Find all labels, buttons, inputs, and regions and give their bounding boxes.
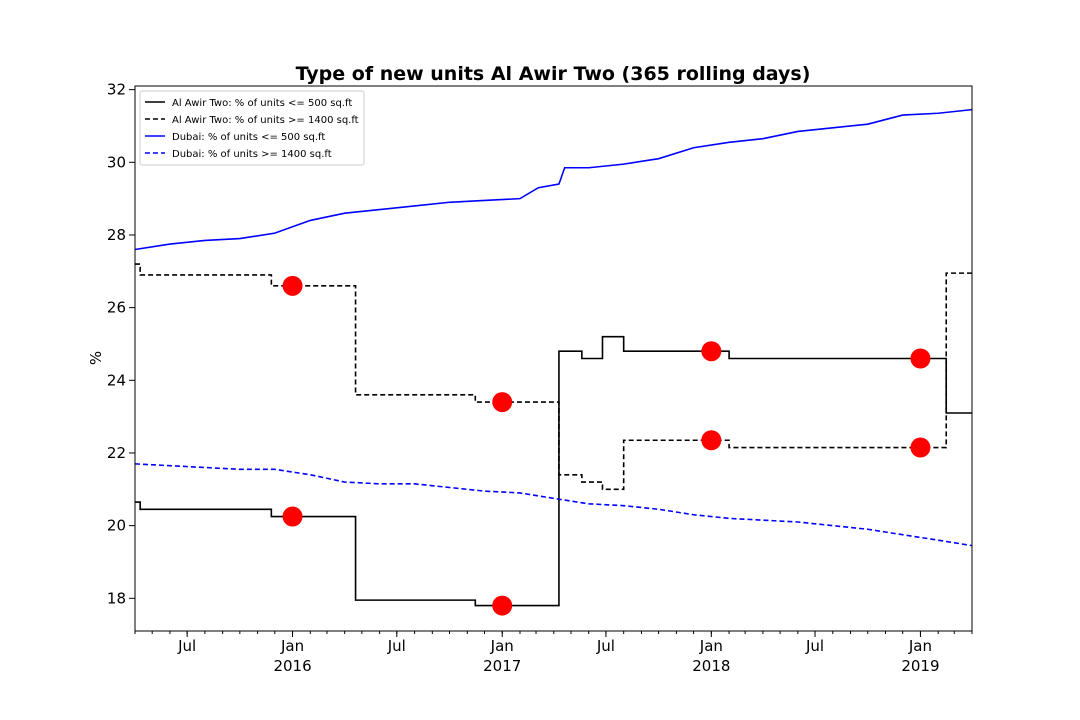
x-tick-label: Jan — [908, 637, 932, 655]
x-tick-year-label: 2016 — [273, 657, 311, 675]
x-tick-label: Jan — [699, 637, 723, 655]
y-tick-label: 30 — [107, 153, 126, 171]
x-tick-label: Jan — [490, 637, 514, 655]
highlight-marker — [492, 392, 513, 413]
highlight-marker — [282, 275, 303, 296]
highlight-marker — [282, 506, 303, 527]
series-line-1 — [135, 335, 972, 607]
y-tick-label: 28 — [107, 226, 126, 244]
highlight-marker — [701, 430, 722, 451]
legend-entry: Dubai: % of units >= 1400 sq.ft — [172, 149, 332, 160]
y-axis: 18 20 22 24 26 28 30 32 — [107, 81, 135, 607]
x-tick-label: Jul — [177, 637, 196, 655]
legend-entry: Al Awir Two: % of units <= 500 sq.ft — [172, 98, 352, 109]
x-tick-year-label: 2018 — [692, 657, 730, 675]
x-tick-label: Jul — [387, 637, 406, 655]
highlight-marker — [701, 341, 722, 362]
highlight-marker — [910, 348, 931, 369]
legend-entry: Al Awir Two: % of units >= 1400 sq.ft — [172, 115, 359, 126]
highlight-marker — [910, 437, 931, 458]
plot-series — [134, 108, 973, 607]
legend-entry: Dubai: % of units <= 500 sq.ft — [172, 132, 325, 143]
chart-title: Type of new units Al Awir Two (365 rolli… — [296, 63, 811, 85]
x-tick-label: Jul — [596, 637, 615, 655]
y-tick-label: 22 — [107, 444, 126, 462]
x-tick-year-label: 2017 — [483, 657, 521, 675]
y-tick-label: 32 — [107, 81, 126, 99]
x-tick-year-label: 2019 — [901, 657, 939, 675]
highlight-marker — [492, 595, 513, 616]
series-line-2 — [135, 263, 972, 491]
series-line-4 — [134, 463, 973, 547]
y-tick-label: 18 — [107, 589, 126, 607]
y-tick-label: 20 — [107, 517, 126, 535]
legend: Al Awir Two: % of units <= 500 sq.ft Al A… — [139, 90, 365, 166]
y-tick-label: 26 — [107, 299, 126, 317]
legend-box — [139, 90, 365, 166]
x-tick-label: Jul — [805, 637, 824, 655]
y-axis-label: % — [87, 351, 105, 365]
x-axis: Jul Jan 2016 Jul Jan 2017 Jul Jan 2018 Jul Jan 2019 — [134, 631, 973, 675]
y-tick-label: 24 — [107, 371, 126, 389]
series-line-3 — [134, 108, 973, 251]
x-tick-label: Jan — [280, 637, 304, 655]
plot-markers — [282, 275, 931, 616]
